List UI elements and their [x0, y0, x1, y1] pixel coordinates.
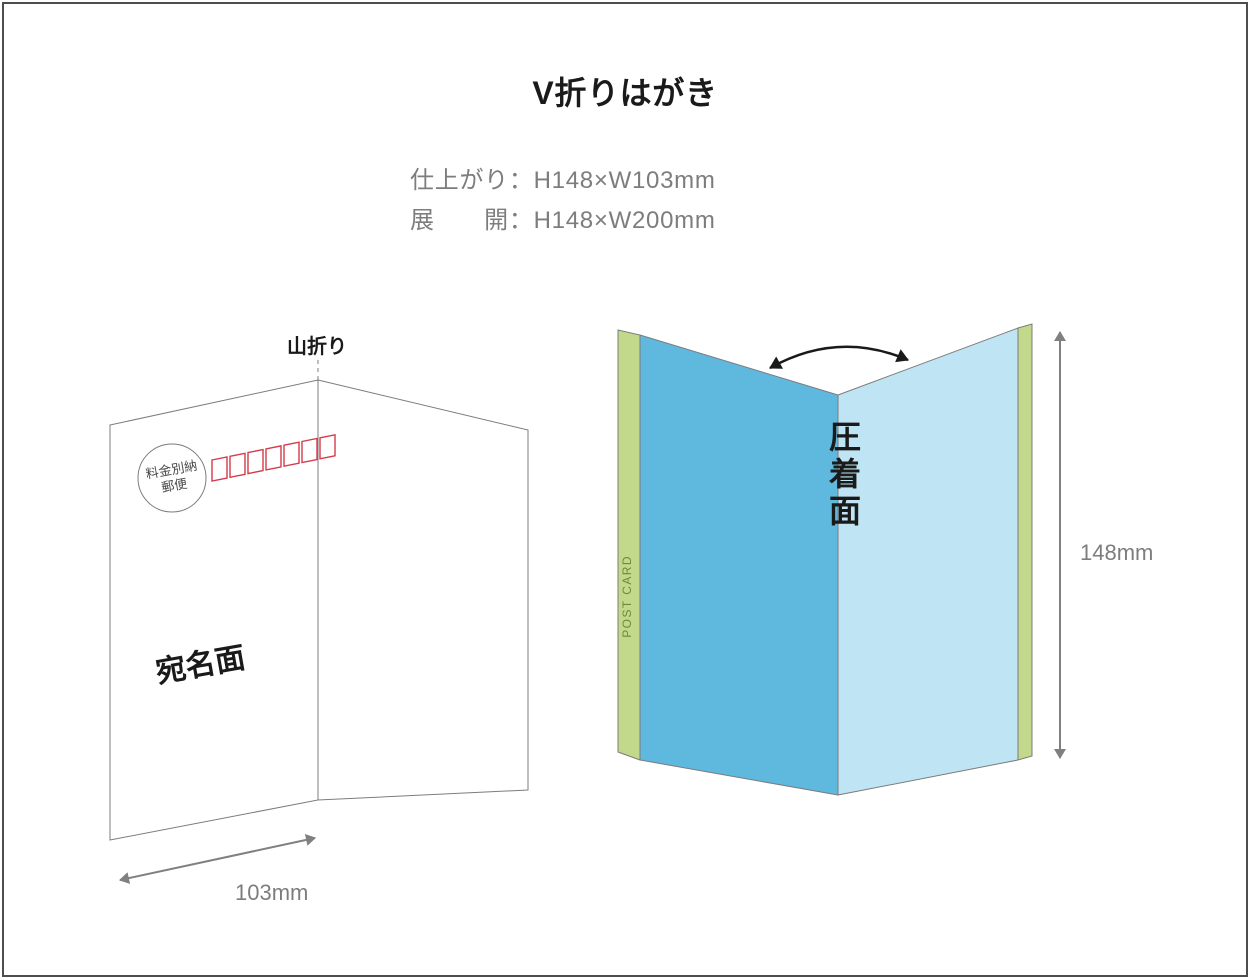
width-dim-label: 103mm: [235, 880, 308, 906]
height-dim-label: 148mm: [1080, 540, 1153, 566]
width-dim-arrow: [120, 838, 315, 880]
postcard-side-text: POST CARD: [620, 555, 634, 638]
adhesive-side-label: 圧着面: [820, 420, 866, 530]
right-card: [618, 324, 1032, 795]
left-card: [110, 380, 528, 840]
open-arrows-icon: [770, 347, 908, 368]
